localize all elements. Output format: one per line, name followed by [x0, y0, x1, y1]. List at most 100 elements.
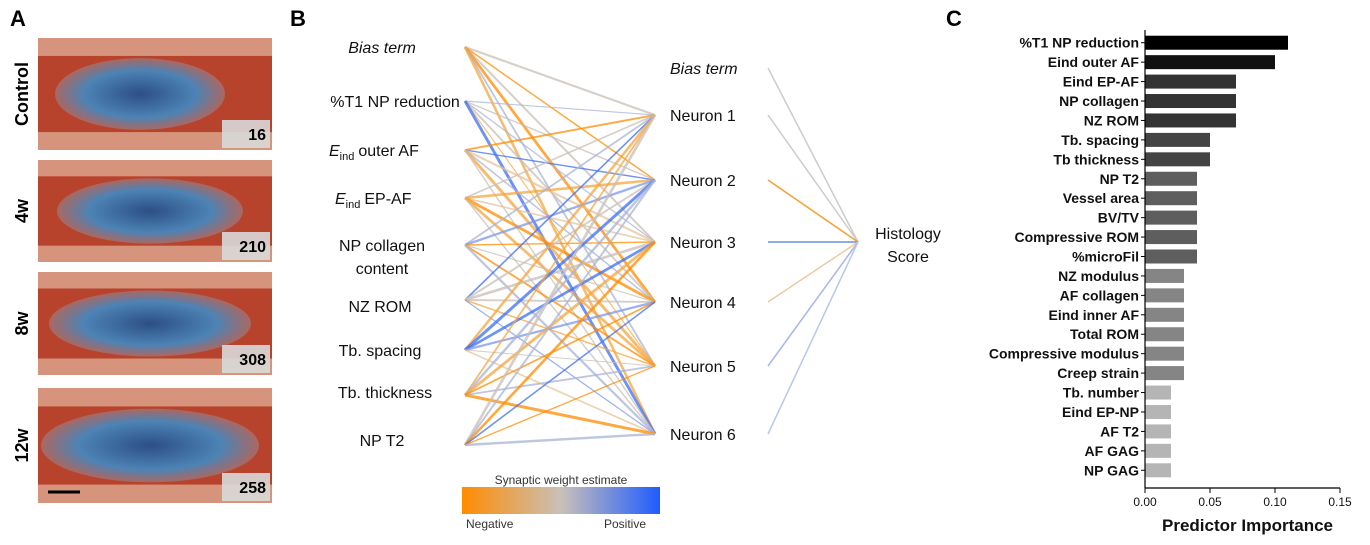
- connection: [768, 242, 858, 434]
- bar: [1145, 386, 1171, 400]
- bar: [1145, 405, 1171, 419]
- hidden-node: Neuron 4: [670, 295, 736, 312]
- x-axis-label: Predictor Importance: [1162, 516, 1333, 535]
- panel-letter: A: [10, 6, 26, 31]
- legend-high: Positive: [604, 517, 646, 531]
- score: 308: [239, 352, 266, 369]
- category-label: Tb thickness: [1053, 151, 1139, 167]
- bar: [1145, 36, 1288, 50]
- bar: [1145, 133, 1210, 147]
- disc: [55, 58, 225, 130]
- connection: [768, 180, 858, 242]
- category-label: Tb. number: [1063, 385, 1140, 401]
- category-label: NP T2: [1100, 171, 1140, 187]
- bar: [1145, 75, 1236, 89]
- legend-gradient: [462, 487, 660, 514]
- category-label: %T1 NP reduction: [1019, 35, 1139, 51]
- bar: [1145, 113, 1236, 127]
- bar: [1145, 288, 1184, 302]
- category-label: Eind EP-NP: [1062, 404, 1139, 420]
- category-label: AF GAG: [1085, 443, 1140, 459]
- x-tick-label: 0.00: [1133, 495, 1157, 509]
- bar: [1145, 269, 1184, 283]
- category-label: Eind EP-AF: [1063, 74, 1140, 90]
- input-node: NZ ROM: [348, 299, 411, 316]
- x-tick-label: 0.05: [1198, 495, 1222, 509]
- figure: A 16Control2104w3088w25812w B Bias term …: [0, 0, 1370, 540]
- hidden-node: Neuron 5: [670, 359, 736, 376]
- hidden-node: Neuron 6: [670, 427, 736, 444]
- input-node: Bias term: [348, 40, 416, 57]
- input-node: NP T2: [360, 433, 405, 450]
- input-node: EindEP-AF: [335, 191, 412, 211]
- legend-low: Negative: [466, 517, 514, 531]
- connection: [465, 300, 655, 302]
- output-node: Score: [887, 249, 929, 266]
- subscript: ind: [346, 199, 361, 211]
- hidden-node: Neuron 3: [670, 235, 736, 252]
- disc: [57, 178, 243, 243]
- hidden-node: Neuron 2: [670, 173, 736, 190]
- disc: [49, 291, 251, 357]
- category-label: %microFil: [1072, 249, 1139, 265]
- panel-letter: C: [946, 6, 962, 31]
- score: 16: [248, 127, 266, 144]
- connection: [465, 434, 655, 445]
- input-node: Tb. spacing: [339, 343, 422, 360]
- score: 210: [239, 239, 266, 256]
- label: outer AF: [358, 143, 419, 160]
- category-label: NZ ROM: [1084, 112, 1139, 128]
- hidden-node: Neuron 1: [670, 108, 736, 125]
- endplate: [38, 160, 272, 176]
- panel-letter: B: [290, 6, 306, 31]
- category-label: Compressive ROM: [1015, 229, 1139, 245]
- network-edges: [465, 47, 858, 445]
- category-label: Eind inner AF: [1049, 307, 1140, 323]
- bar: [1145, 424, 1171, 438]
- bar: [1145, 463, 1171, 477]
- bar: [1145, 327, 1184, 341]
- bar: [1145, 152, 1210, 166]
- row-label: 12w: [12, 427, 32, 462]
- bar: [1145, 230, 1197, 244]
- endplate: [38, 38, 272, 56]
- category-label: NP GAG: [1084, 462, 1139, 478]
- category-label: Total ROM: [1070, 326, 1139, 342]
- score: 258: [239, 480, 266, 497]
- category-label: NP collagen: [1059, 93, 1139, 109]
- disc: [41, 409, 259, 483]
- connection: [768, 68, 858, 242]
- category-label: Vessel area: [1063, 190, 1140, 206]
- category-label: NZ modulus: [1058, 268, 1139, 284]
- input-node: %T1 NP reduction: [330, 94, 460, 111]
- category-label: Eind outer AF: [1048, 54, 1140, 70]
- bar-chart: %T1 NP reduction Eind outer AF Eind EP-AF N…: [989, 30, 1352, 535]
- bar: [1145, 347, 1184, 361]
- input-node: NP collagen: [339, 238, 425, 255]
- input-node: content: [356, 261, 409, 278]
- bar: [1145, 444, 1171, 458]
- x-tick-label: 0.15: [1328, 495, 1352, 509]
- category-label: AF collagen: [1060, 287, 1139, 303]
- category-label: Compressive modulus: [989, 346, 1139, 362]
- symbol: E: [329, 143, 340, 160]
- connection: [768, 115, 858, 242]
- bar: [1145, 94, 1236, 108]
- category-label: AF T2: [1100, 423, 1139, 439]
- symbol: E: [335, 191, 346, 208]
- bar: [1145, 191, 1197, 205]
- output-node: Histology: [875, 226, 941, 243]
- input-node: Tb. thickness: [338, 385, 432, 402]
- connection: [768, 242, 858, 366]
- bar: [1145, 211, 1197, 225]
- bar: [1145, 172, 1197, 186]
- legend-title: Synaptic weight estimate: [495, 473, 628, 487]
- row-label: Control: [12, 62, 32, 126]
- bar: [1145, 250, 1197, 264]
- bar: [1145, 366, 1184, 380]
- label: EP-AF: [364, 191, 411, 208]
- x-tick-label: 0.10: [1263, 495, 1287, 509]
- bar: [1145, 55, 1275, 69]
